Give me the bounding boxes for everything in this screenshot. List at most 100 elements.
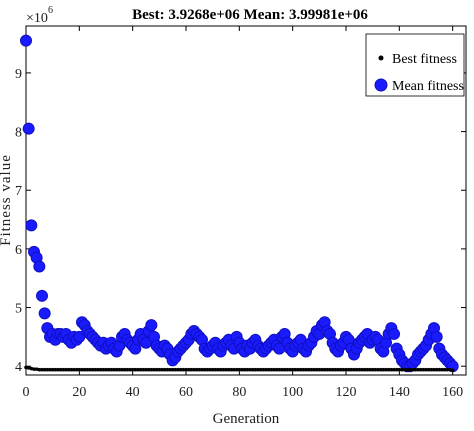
best-fitness-point bbox=[152, 367, 156, 372]
best-fitness-point bbox=[133, 367, 138, 372]
best-fitness-point bbox=[136, 367, 140, 372]
best-fitness-point bbox=[421, 367, 426, 372]
x-axis-ticks: 0 20 40 60 80 100 120 140 160 bbox=[23, 26, 463, 400]
best-fitness-point bbox=[304, 367, 308, 372]
best-fitness-point bbox=[405, 367, 410, 372]
best-fitness-point bbox=[298, 367, 303, 372]
best-fitness-point bbox=[178, 367, 183, 372]
mean-fitness-point bbox=[38, 307, 51, 320]
best-fitness-point bbox=[48, 367, 52, 372]
chart-title: Best: 3.9268e+06 Mean: 3.99981e+06 bbox=[132, 7, 368, 23]
best-fitness-point bbox=[309, 367, 314, 372]
best-fitness-point bbox=[234, 367, 239, 372]
best-fitness-point bbox=[168, 367, 172, 372]
best-fitness-point bbox=[440, 367, 444, 372]
best-fitness-point bbox=[37, 367, 42, 372]
y-tick-label: 8 bbox=[15, 126, 22, 141]
best-fitness-point bbox=[402, 367, 407, 372]
best-fitness-point bbox=[64, 367, 68, 372]
best-fitness-point bbox=[392, 367, 396, 372]
best-fitness-point bbox=[376, 367, 380, 372]
best-fitness-point bbox=[272, 367, 276, 372]
best-fitness-point bbox=[381, 367, 386, 372]
best-fitness-point bbox=[192, 367, 196, 372]
best-fitness-point bbox=[77, 367, 82, 372]
best-fitness-point bbox=[104, 367, 108, 372]
best-fitness-point bbox=[282, 367, 287, 372]
mean-fitness-point bbox=[145, 319, 158, 332]
y-axis-label: Fitness value bbox=[0, 154, 14, 246]
best-fitness-point bbox=[277, 367, 282, 372]
x-tick-label: 160 bbox=[442, 385, 463, 400]
y-exponent-base: ×10 bbox=[26, 11, 48, 26]
best-fitness-point bbox=[176, 367, 180, 372]
best-fitness-point bbox=[66, 367, 71, 372]
legend-label-best: Best fitness bbox=[392, 52, 457, 67]
best-fitness-point bbox=[205, 367, 210, 372]
best-fitness-point bbox=[194, 367, 199, 372]
best-fitness-point bbox=[128, 367, 132, 372]
best-fitness-point bbox=[42, 367, 47, 372]
mean-fitness-point bbox=[20, 34, 32, 47]
best-fitness-point bbox=[256, 367, 260, 372]
best-fitness-point bbox=[333, 367, 338, 372]
best-fitness-point bbox=[274, 367, 279, 372]
best-fitness-point bbox=[109, 367, 114, 372]
best-fitness-point bbox=[32, 367, 36, 371]
best-fitness-point bbox=[416, 367, 420, 372]
x-tick-label: 20 bbox=[72, 385, 86, 400]
best-fitness-point bbox=[352, 367, 356, 372]
best-fitness-point bbox=[373, 367, 378, 372]
best-fitness-point bbox=[410, 367, 415, 372]
best-fitness-point bbox=[122, 367, 127, 372]
best-fitness-point bbox=[397, 367, 402, 372]
best-fitness-point bbox=[293, 367, 298, 372]
best-fitness-point bbox=[370, 367, 375, 372]
best-fitness-point bbox=[72, 367, 76, 372]
best-fitness-point bbox=[88, 367, 92, 372]
best-fitness-point bbox=[149, 367, 154, 372]
best-fitness-point bbox=[170, 367, 175, 372]
best-fitness-point bbox=[202, 367, 207, 372]
x-axis-label: Generation bbox=[213, 411, 280, 427]
best-fitness-point bbox=[242, 367, 247, 372]
mean-fitness-point bbox=[25, 219, 38, 232]
best-fitness-point bbox=[197, 367, 202, 372]
y-tick-label: 9 bbox=[15, 67, 22, 82]
best-fitness-point bbox=[98, 367, 103, 372]
best-fitness-point bbox=[248, 367, 252, 372]
best-fitness-point bbox=[232, 367, 236, 372]
best-fitness-point bbox=[157, 367, 162, 372]
best-fitness-point bbox=[229, 367, 234, 372]
y-tick-label: 7 bbox=[15, 184, 22, 199]
legend: Best fitness Mean fitness bbox=[365, 33, 465, 97]
best-fitness-point bbox=[389, 367, 394, 372]
x-tick-label: 80 bbox=[232, 385, 246, 400]
best-fitness-point bbox=[208, 367, 212, 372]
best-fitness-point bbox=[253, 367, 258, 372]
best-fitness-point bbox=[58, 367, 63, 372]
best-fitness-point bbox=[114, 367, 119, 372]
mean-fitness-point bbox=[388, 327, 400, 340]
best-fitness-point bbox=[106, 367, 111, 372]
best-fitness-point bbox=[426, 367, 431, 372]
best-fitness-point bbox=[288, 367, 292, 372]
best-fitness-point bbox=[216, 367, 220, 372]
best-fitness-point bbox=[368, 367, 372, 372]
best-fitness-point bbox=[266, 367, 271, 372]
best-fitness-point bbox=[80, 367, 84, 372]
best-fitness-point bbox=[240, 367, 244, 372]
best-fitness-point bbox=[125, 367, 130, 372]
best-fitness-point bbox=[346, 367, 351, 372]
best-fitness-point bbox=[349, 367, 354, 372]
best-fitness-point bbox=[210, 367, 215, 372]
best-fitness-point bbox=[237, 367, 242, 372]
best-fitness-point bbox=[224, 367, 228, 372]
best-fitness-point bbox=[186, 367, 191, 372]
best-fitness-point bbox=[413, 367, 418, 372]
best-fitness-point bbox=[141, 367, 146, 372]
best-fitness-point bbox=[408, 367, 412, 372]
y-exponent-label: ×10 6 bbox=[26, 5, 53, 26]
best-fitness-point bbox=[50, 367, 55, 372]
